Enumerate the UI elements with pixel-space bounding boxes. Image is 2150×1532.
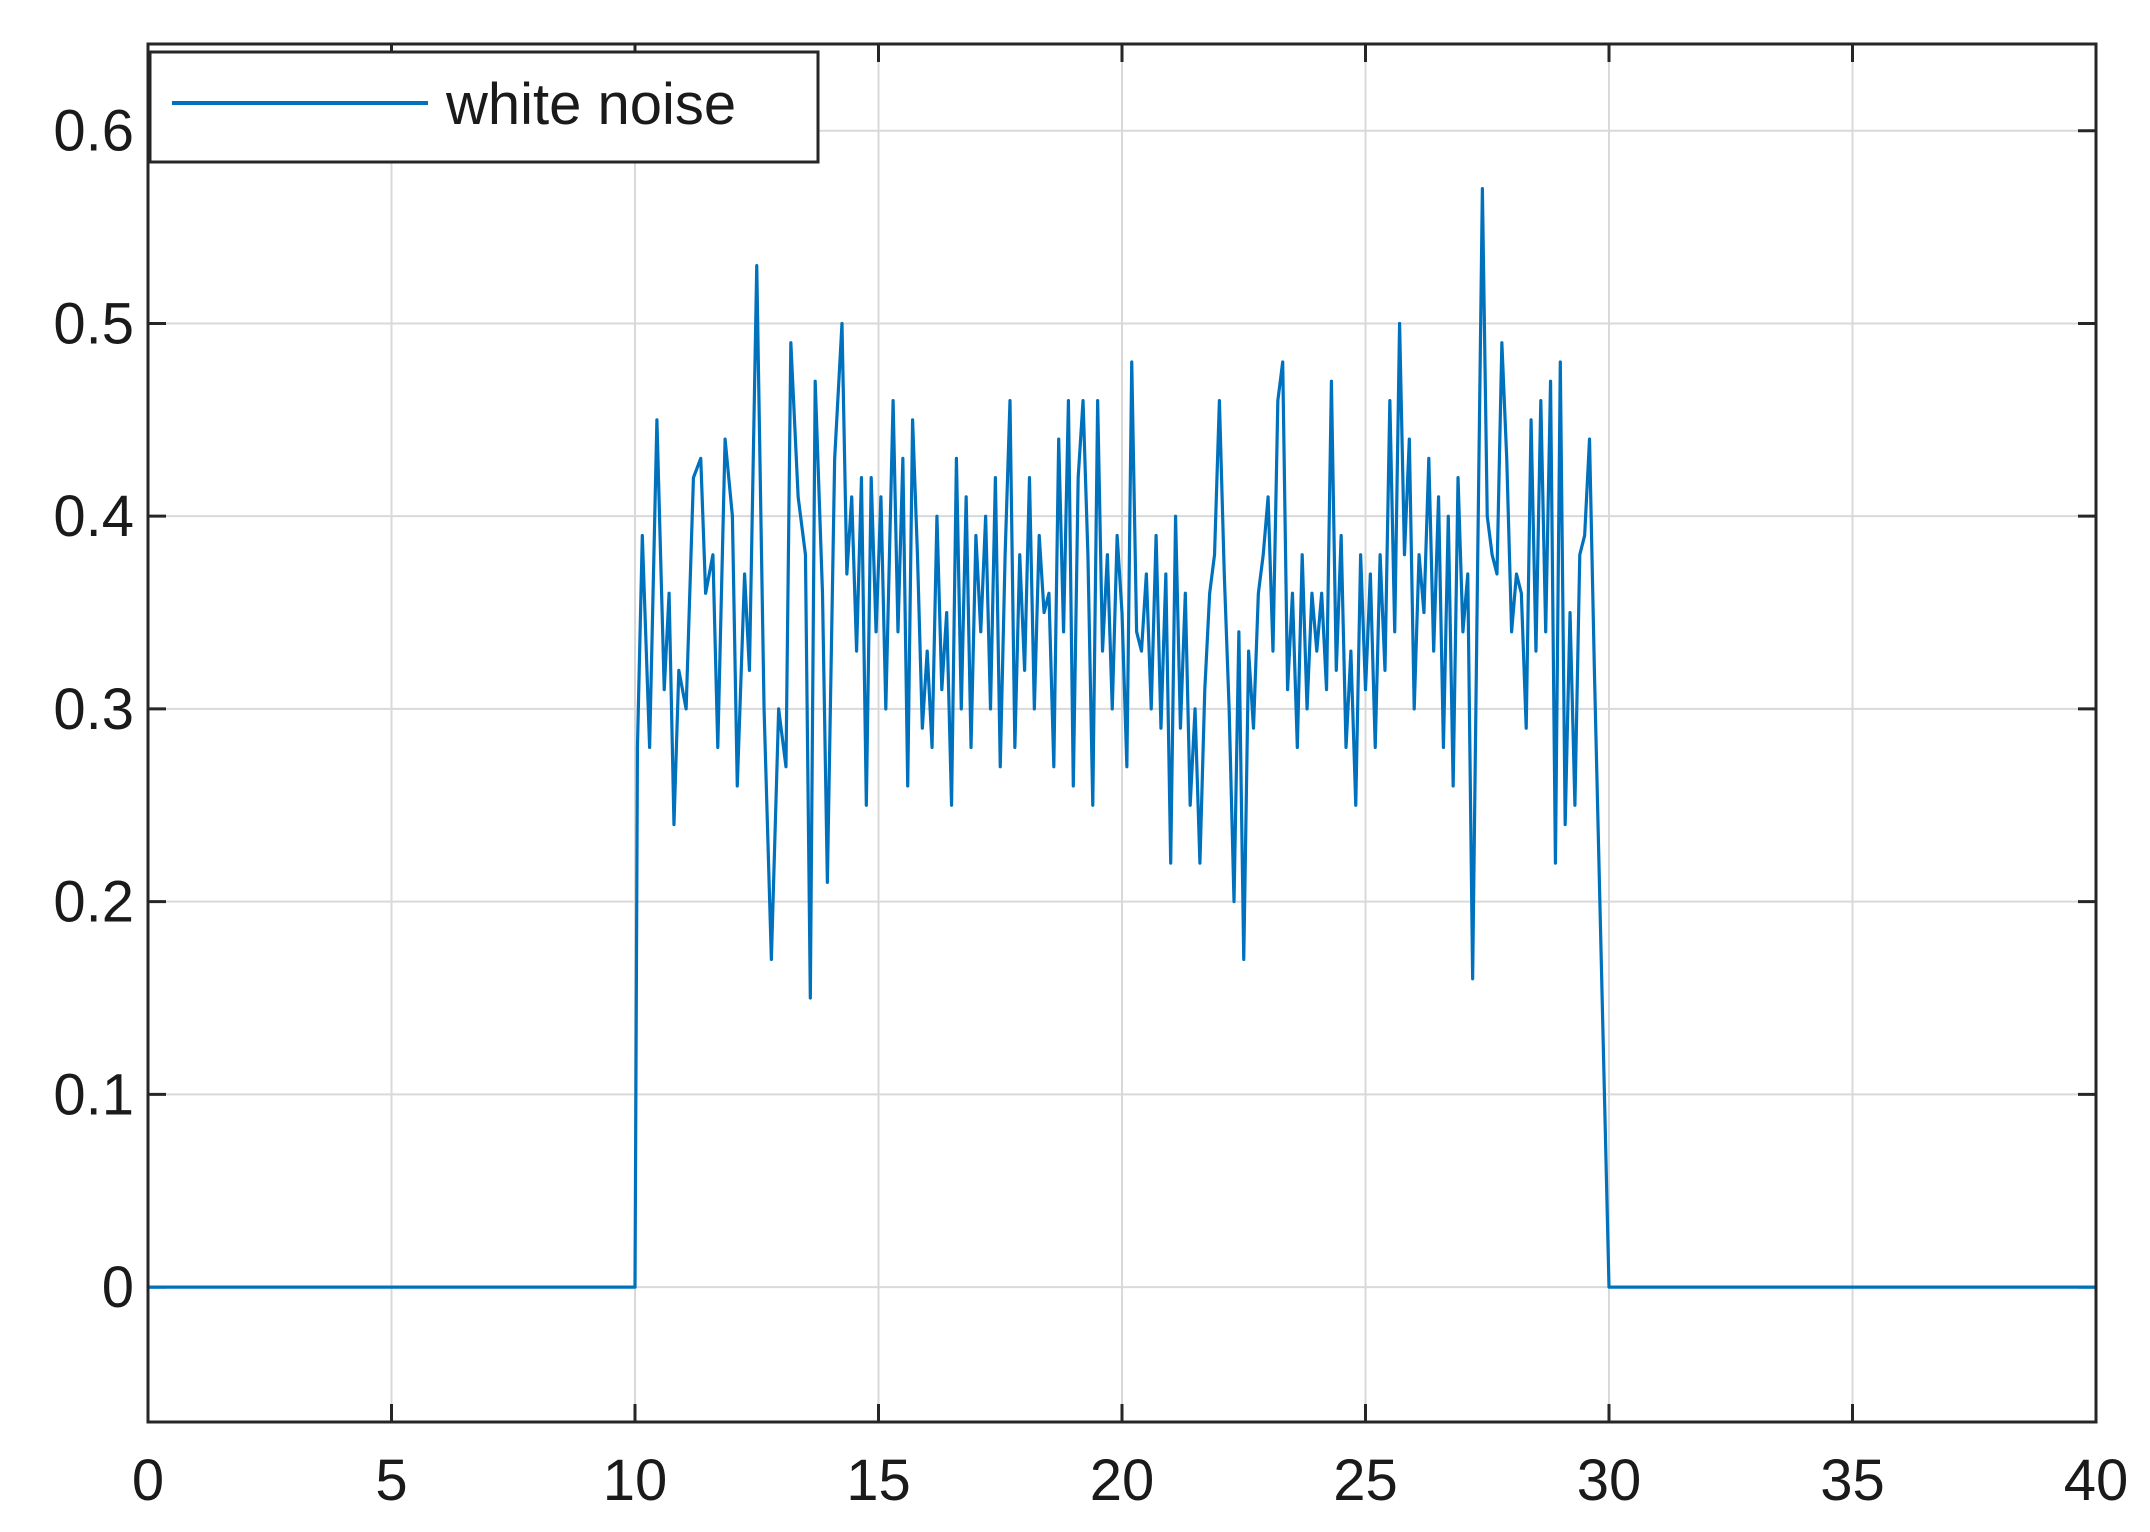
- x-tick-label: 20: [1090, 1448, 1155, 1513]
- axes-frame: [146, 42, 2098, 1424]
- legend-box: [148, 50, 820, 164]
- x-tick-label: 25: [1333, 1448, 1398, 1513]
- x-tick-label: 10: [603, 1448, 668, 1513]
- x-tick-label: 15: [846, 1448, 911, 1513]
- x-axis-tick-labels: 0 5 10 15 20 25 30 35 40: [132, 1448, 2128, 1513]
- y-tick-label: 0.6: [53, 99, 134, 164]
- series: [148, 186, 2096, 1289]
- legend: white noise: [148, 50, 820, 164]
- legend-label-white-noise: white noise: [445, 72, 736, 137]
- y-tick-label: 0: [102, 1255, 134, 1320]
- series-line-white-noise: [148, 186, 2096, 1289]
- x-tick-label: 5: [375, 1448, 407, 1513]
- x-tick-label: 40: [2064, 1448, 2129, 1513]
- y-tick-label: 0.4: [53, 484, 134, 549]
- y-tick-label: 0.2: [53, 870, 134, 935]
- x-tick-label: 30: [1577, 1448, 1642, 1513]
- y-tick-label: 0.3: [53, 677, 134, 742]
- y-tick-label: 0.5: [53, 291, 134, 356]
- y-axis-tick-labels: 0 0.1 0.2 0.3 0.4 0.5 0.6: [53, 99, 134, 1320]
- x-tick-label: 0: [132, 1448, 164, 1513]
- y-tick-label: 0.1: [53, 1062, 134, 1127]
- x-tick-label: 35: [1820, 1448, 1885, 1513]
